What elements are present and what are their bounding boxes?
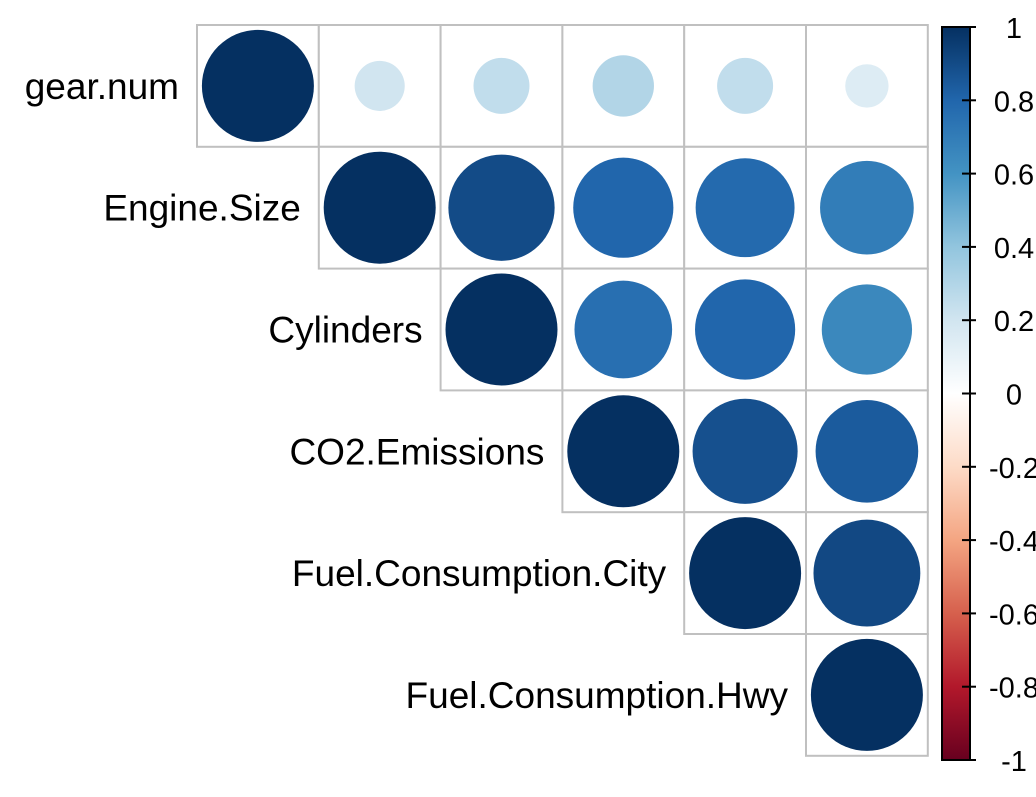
corr-circle-0-5 [845, 64, 889, 108]
corr-circle-0-0 [201, 29, 314, 142]
color-legend: 1 0.8 0.6 0.4 0.2 0 -0.2 -0.4 -0.6 -0.8 -1 [941, 13, 1036, 778]
legend-tick-label-7: -0.4 [989, 526, 1036, 558]
circle-layer [201, 29, 923, 751]
legend-tick-label-3: 0.4 [994, 233, 1034, 265]
corr-circle-4-4 [689, 517, 802, 630]
corr-circle-1-2 [448, 154, 555, 261]
legend-tick-label-9: -0.8 [989, 673, 1036, 705]
legend-tick-label-8: -0.6 [989, 599, 1036, 631]
legend-tick-label-1: 0.8 [994, 86, 1034, 118]
legend-tick-label-0: 1 [1006, 13, 1022, 45]
row-label-1: Engine.Size [103, 188, 300, 229]
row-label-4: Fuel.Consumption.City [292, 553, 667, 594]
corr-circle-2-5 [821, 284, 913, 375]
corr-circle-1-1 [323, 151, 436, 264]
corr-circle-5-5 [810, 638, 923, 751]
grid-layer [196, 24, 929, 757]
row-label-5: Fuel.Consumption.Hwy [406, 675, 789, 716]
legend-tick-label-6: -0.2 [989, 453, 1036, 485]
corr-circle-4-5 [813, 519, 921, 627]
row-label-3: CO2.Emissions [289, 431, 544, 472]
corr-circle-0-1 [354, 60, 405, 111]
corr-circle-3-5 [815, 399, 919, 503]
corr-circle-1-5 [820, 160, 914, 255]
variable-labels: gear.num Engine.Size Cylinders CO2.Emission… [25, 66, 789, 716]
corr-circle-0-2 [473, 57, 530, 114]
legend-tick-label-10: -1 [1001, 746, 1027, 778]
corr-circle-0-3 [592, 55, 654, 117]
corr-circle-1-3 [573, 157, 674, 258]
legend-tick-label-4: 0.2 [994, 306, 1034, 338]
legend-tick-label-5: 0 [1006, 380, 1022, 412]
corr-circle-3-3 [567, 395, 680, 508]
corr-circle-2-2 [445, 273, 558, 386]
corr-circle-0-4 [717, 57, 774, 114]
corr-circle-2-3 [574, 280, 673, 379]
legend-tick-label-2: 0.6 [994, 160, 1034, 192]
row-label-2: Cylinders [268, 310, 422, 351]
corr-circle-3-4 [692, 398, 798, 504]
corr-circle-2-4 [695, 279, 796, 380]
corr-circle-1-4 [695, 158, 795, 258]
row-label-0: gear.num [25, 66, 179, 107]
